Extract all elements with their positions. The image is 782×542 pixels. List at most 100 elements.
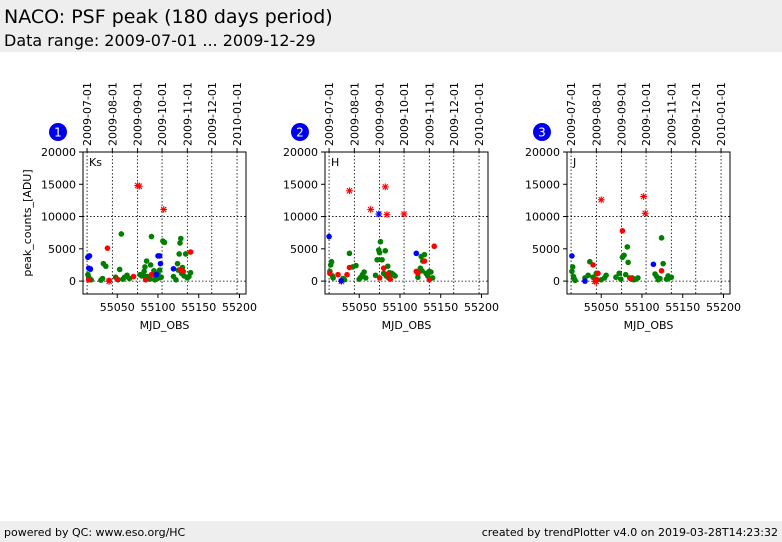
data-point [421, 251, 428, 258]
data-point [142, 277, 149, 283]
footer-powered-by: powered by QC: www.eso.org/HC [4, 526, 186, 539]
data-point-x [367, 206, 375, 213]
y-tick-label: 15000 [41, 178, 76, 191]
y-tick-label: 10000 [525, 211, 560, 224]
data-point [174, 260, 181, 267]
data-point [426, 277, 433, 283]
panel-badge [533, 123, 551, 141]
data-point [392, 273, 398, 279]
data-point [156, 267, 163, 273]
data-point [624, 244, 631, 250]
x-tick-label: 55100 [624, 301, 659, 314]
date-tick-label: 2009-09-01 [616, 82, 629, 146]
panel-badge [291, 123, 309, 141]
plot-panel-2: 55050 55100 55150 55200 0 5000 10000 15000 20000… [283, 82, 499, 332]
data-point-x [135, 182, 143, 190]
data-point [582, 278, 588, 284]
data-point [177, 240, 183, 246]
data-point [374, 256, 380, 263]
data-point [428, 269, 434, 275]
x-tick-label: 55150 [423, 301, 458, 314]
data-point [382, 247, 389, 254]
date-tick-label: 2009-09-01 [132, 82, 145, 146]
panel-badge-number: 1 [54, 126, 62, 140]
date-tick-label: 2009-12-01 [690, 82, 703, 146]
data-point [619, 227, 626, 234]
data-point [572, 277, 578, 284]
page-header: NACO: PSF peak (180 days period) Data ra… [0, 0, 782, 52]
x-axis-label: MJD_OBS [140, 319, 190, 332]
data-point [178, 266, 184, 273]
data-point-x [381, 183, 389, 191]
date-tick-label: 2009-10-01 [398, 82, 411, 146]
y-tick-label: 20000 [283, 146, 318, 159]
data-point [170, 266, 177, 272]
data-point [148, 233, 155, 240]
page-footer: powered by QC: www.eso.org/HC created by… [0, 521, 782, 542]
data-point [187, 269, 194, 276]
data-point [603, 272, 609, 279]
x-tick-label: 55050 [584, 301, 619, 314]
data-point [657, 275, 663, 282]
y-tick-label: 10000 [41, 211, 76, 224]
y-tick-label: 0 [553, 275, 560, 288]
data-point-x [160, 206, 168, 213]
data-point [118, 231, 125, 237]
data-point [142, 264, 148, 270]
data-point [147, 262, 154, 268]
data-point-x [400, 210, 408, 218]
y-tick-label: 15000 [525, 178, 560, 191]
data-range: Data range: 2009-07-01 ... 2009-12-29 [4, 31, 316, 50]
x-tick-label: 55150 [665, 301, 700, 314]
x-tick-label: 55200 [222, 301, 257, 314]
date-tick-label: 2009-10-01 [640, 82, 653, 146]
data-point [156, 253, 163, 259]
data-point [658, 267, 665, 274]
date-tick-label: 2010-01-01 [473, 82, 486, 146]
data-point [161, 239, 168, 246]
data-point [569, 253, 575, 259]
data-point [569, 268, 575, 275]
x-axis-label: MJD_OBS [624, 319, 674, 332]
data-point [338, 277, 345, 284]
data-point [650, 261, 657, 268]
x-tick-label: 55050 [100, 301, 135, 314]
data-point [569, 264, 576, 270]
date-tick-label: 2009-09-01 [374, 82, 387, 146]
data-point [379, 256, 385, 263]
panel-badge-number: 2 [296, 126, 304, 140]
data-point [326, 233, 332, 240]
date-tick-label: 2009-12-01 [448, 82, 461, 146]
plots-canvas: 55050 55100 55150 55200 0 5000 10000 15000 20000… [21, 82, 741, 332]
data-point [335, 271, 341, 278]
band-label: J [572, 156, 576, 169]
y-tick-label: 20000 [41, 146, 76, 159]
data-point [595, 270, 601, 277]
data-point-x [597, 196, 605, 204]
data-point-x [641, 209, 649, 217]
date-tick-label: 2009-08-01 [590, 82, 603, 146]
date-tick-label: 2010-01-01 [231, 82, 244, 146]
data-point [372, 272, 379, 279]
data-point [431, 243, 438, 250]
data-point [361, 269, 367, 275]
data-point [158, 274, 165, 281]
data-point-x [375, 210, 383, 218]
data-point [660, 260, 666, 267]
y-tick-label: 5000 [290, 243, 318, 256]
data-point [130, 273, 137, 280]
x-tick-label: 55200 [706, 301, 741, 314]
data-point [353, 262, 359, 269]
data-point [182, 251, 189, 257]
x-tick-label: 55150 [181, 301, 216, 314]
data-point [376, 275, 383, 281]
x-tick-label: 55050 [342, 301, 377, 314]
data-point [143, 258, 150, 264]
date-tick-label: 2009-11-01 [423, 82, 436, 146]
date-tick-label: 2009-11-01 [665, 82, 678, 146]
date-tick-label: 2009-07-01 [565, 82, 578, 146]
data-point [141, 268, 147, 275]
panel-badge-number: 3 [538, 126, 546, 140]
data-point [621, 252, 627, 259]
data-point-x [592, 278, 600, 285]
